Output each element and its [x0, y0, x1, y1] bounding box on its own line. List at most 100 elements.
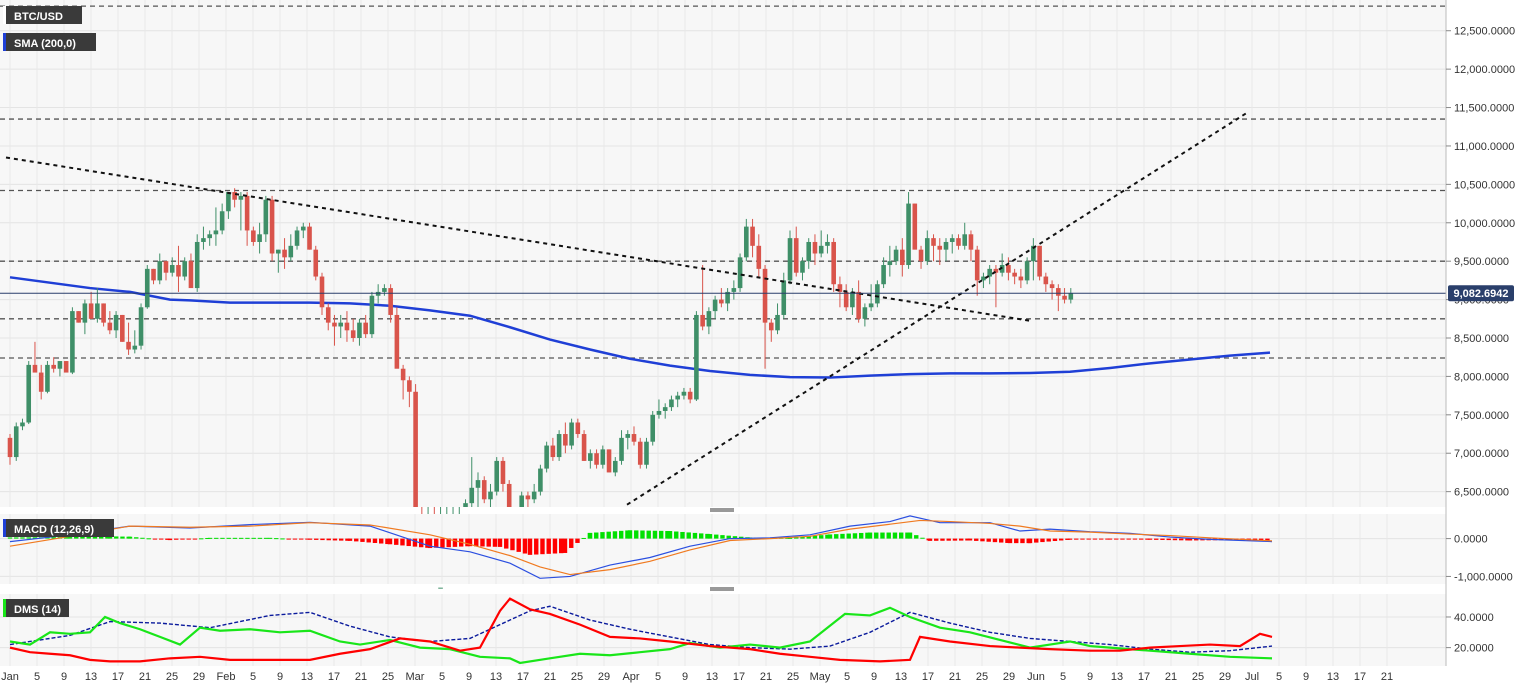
- candle-body: [600, 449, 606, 465]
- macd-label: MACD (12,26,9): [14, 524, 94, 536]
- candle-body: [818, 245, 824, 254]
- candle-body: [32, 364, 38, 373]
- macd-histogram-bar: [394, 538, 399, 545]
- x-tick-label: 17: [1138, 671, 1150, 683]
- candle-body: [750, 226, 755, 246]
- x-tick-label: Jun: [1027, 671, 1045, 683]
- price-tick-label: 12,000.0000: [1454, 64, 1515, 76]
- macd-histogram-bar: [127, 536, 133, 539]
- candle-body: [956, 238, 961, 246]
- macd-histogram-bar: [992, 538, 998, 543]
- symbol-tag[interactable]: BTC/USD: [3, 6, 82, 24]
- macd-histogram-bar: [1172, 538, 1178, 541]
- candle-body: [382, 288, 387, 292]
- sma-label: SMA (200,0): [14, 38, 76, 50]
- macd-histogram-bar: [652, 530, 658, 539]
- candle-body: [812, 241, 818, 254]
- trendline: [626, 111, 1249, 506]
- macd-histogram-bar: [232, 537, 238, 539]
- x-tick-label: 21: [1381, 671, 1393, 683]
- x-tick-label: 25: [976, 671, 988, 683]
- macd-histogram-bar: [1126, 538, 1131, 540]
- macd-histogram-bar: [1154, 538, 1159, 540]
- macd-histogram-bar: [625, 530, 630, 539]
- candle-body: [26, 364, 32, 423]
- candle-body: [706, 311, 712, 327]
- x-tick-label: 5: [34, 671, 40, 683]
- macd-tag[interactable]: MACD (12,26,9): [3, 519, 114, 537]
- candle-body: [219, 211, 225, 231]
- candle-body: [993, 268, 999, 273]
- macd-histogram-bar: [999, 538, 1004, 543]
- sma-tag[interactable]: SMA (200,0): [3, 33, 96, 51]
- macd-histogram-bar: [299, 538, 304, 540]
- macd-histogram-bar: [865, 532, 870, 539]
- x-tick-label: 21: [949, 671, 961, 683]
- candle-body: [1031, 245, 1036, 262]
- candle-body: [475, 480, 481, 488]
- candle-body: [213, 230, 219, 235]
- macd-histogram-bar: [859, 532, 864, 539]
- x-tick-label: 29: [598, 671, 610, 683]
- candle-body: [438, 587, 443, 589]
- panel-splitter-2[interactable]: [710, 587, 734, 591]
- macd-histogram-bar: [199, 538, 204, 540]
- x-tick-label: 13: [706, 671, 718, 683]
- candle-body: [612, 460, 618, 473]
- candle-body: [906, 203, 911, 266]
- macd-histogram-bar: [1080, 538, 1085, 540]
- candle-body: [276, 249, 281, 254]
- macd-histogram-bar: [354, 538, 359, 542]
- candle-body: [369, 295, 375, 335]
- panel-splitter-1[interactable]: [710, 508, 734, 512]
- candle-body: [843, 291, 849, 308]
- x-tick-label: 13: [895, 671, 907, 683]
- macd-histogram-bar: [587, 532, 593, 539]
- candle-body: [463, 503, 468, 507]
- candle-body: [1068, 293, 1074, 300]
- candle-body: [949, 238, 955, 242]
- macd-histogram-bar: [522, 538, 528, 554]
- macd-histogram-bar: [165, 538, 170, 540]
- candle-body: [744, 226, 749, 258]
- price-tick-label: 8,500.0000: [1454, 333, 1509, 345]
- macd-histogram-bar: [1225, 538, 1230, 541]
- macd-histogram-bar: [1147, 538, 1153, 540]
- macd-histogram-bar: [379, 538, 384, 544]
- candle-body: [924, 238, 930, 262]
- candle-body: [675, 395, 680, 400]
- candle-body: [244, 195, 250, 231]
- macd-histogram-bar: [1092, 538, 1098, 540]
- price-tick-label: 7,500.0000: [1454, 410, 1509, 422]
- macd-histogram-bar: [192, 538, 198, 540]
- signal-line: [9, 519, 1273, 576]
- candle-body: [931, 238, 936, 246]
- candle-body: [837, 284, 843, 292]
- macd-histogram-bar: [812, 535, 818, 539]
- macd-histogram-bar: [1007, 538, 1013, 544]
- x-tick-label: 21: [760, 671, 772, 683]
- dms-tag[interactable]: DMS (14): [3, 599, 69, 617]
- horizontal-levels: [0, 5, 1446, 359]
- candle-body: [257, 234, 262, 242]
- candle-body: [775, 314, 780, 331]
- macd-histogram-bar: [787, 537, 793, 539]
- minus-di-line: [9, 597, 1273, 663]
- candle-body: [999, 265, 1005, 273]
- x-tick-label: 25: [571, 671, 583, 683]
- candle-body: [968, 234, 974, 250]
- candle-body: [856, 291, 861, 319]
- macd-histogram-bar: [274, 538, 279, 540]
- macd-histogram-bar: [1086, 538, 1091, 540]
- macd-histogram-bar: [1067, 538, 1073, 540]
- macd-histogram-bar: [619, 530, 624, 539]
- macd-histogram-bar: [67, 537, 73, 539]
- macd-histogram-bar: [385, 538, 390, 545]
- macd-histogram-bar: [99, 536, 104, 539]
- macd-histogram-bar: [467, 538, 473, 547]
- x-tick-label: 21: [1165, 671, 1177, 683]
- macd-histogram-bar: [387, 538, 393, 545]
- macd-histogram-bar: [286, 538, 291, 540]
- macd-histogram-bar: [927, 538, 933, 541]
